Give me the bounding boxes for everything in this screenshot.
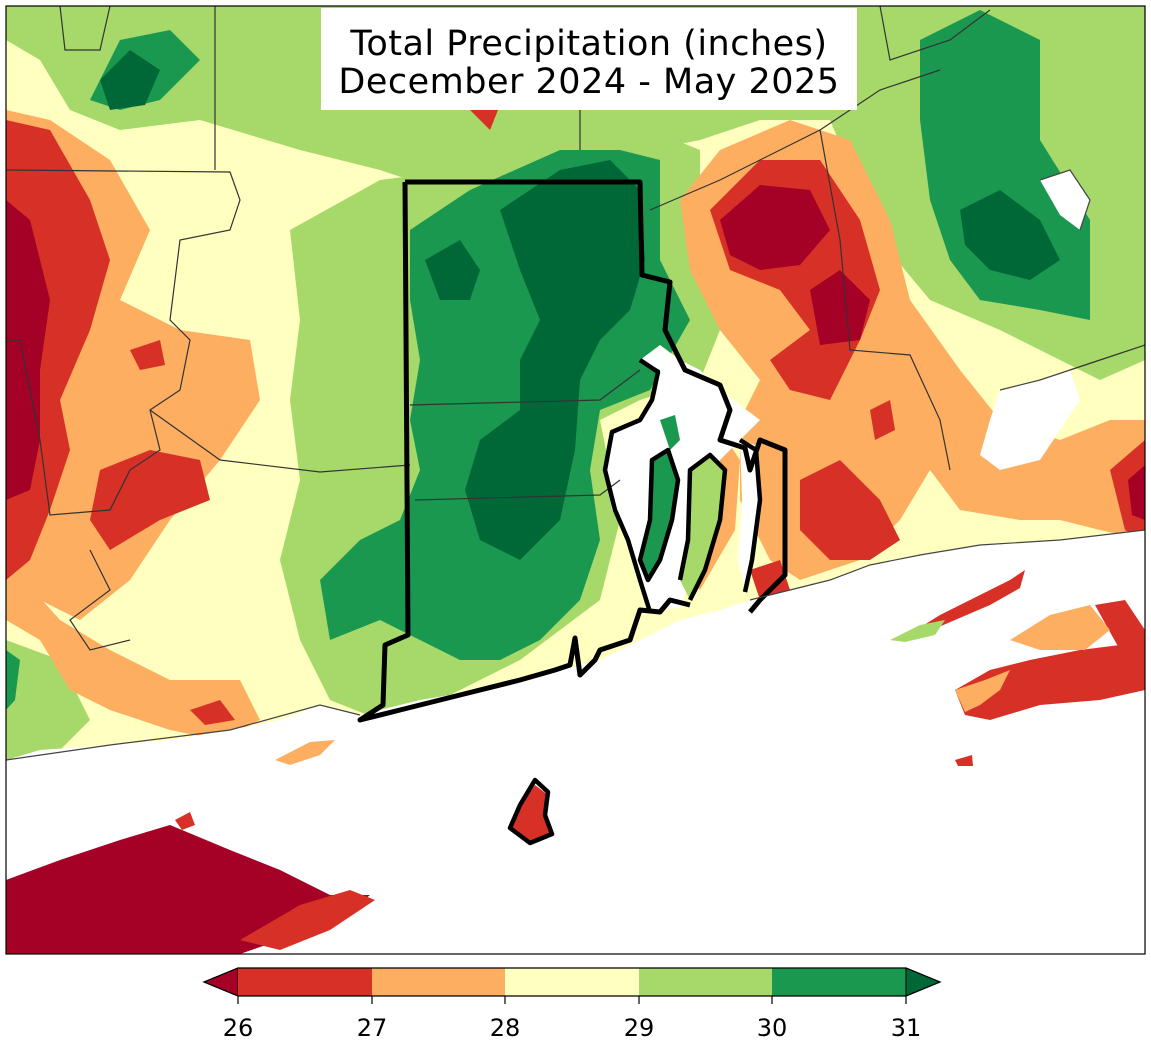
marthas-vineyard bbox=[955, 645, 1145, 720]
zone-above-31-ri-west bbox=[425, 240, 480, 300]
colorbar-bin-29-30 bbox=[639, 968, 772, 996]
colorbar-ticks bbox=[237, 996, 907, 1004]
colorbar-bin-30-31 bbox=[772, 968, 906, 996]
elizabeth-islands-green bbox=[890, 620, 945, 642]
map-title: Total Precipitation (inches) December 20… bbox=[321, 8, 857, 110]
zone-below-26-west bbox=[6, 200, 50, 500]
zone-26-27-se bbox=[870, 400, 895, 440]
zone-29-30-southwest bbox=[6, 640, 90, 760]
nantucket-orange bbox=[1010, 605, 1110, 650]
zone-26-27-ct bbox=[190, 700, 235, 725]
zone-above-31-nw bbox=[100, 50, 160, 110]
precipitation-map bbox=[5, 5, 1146, 955]
long-island-fork bbox=[240, 890, 375, 950]
nantucket-east bbox=[1095, 600, 1145, 660]
ma-coast bbox=[6, 169, 1145, 761]
county-lines bbox=[6, 6, 1145, 651]
narragansett-shoreline bbox=[602, 358, 763, 613]
zone-below-26-east-ma bbox=[720, 185, 830, 270]
colorbar-tick-label: 29 bbox=[624, 1014, 655, 1042]
zone-26-27-west-2 bbox=[90, 450, 210, 550]
title-line-1: Total Precipitation (inches) bbox=[350, 24, 828, 64]
fishers-island bbox=[275, 740, 335, 765]
colorbar-tick-label: 26 bbox=[223, 1014, 254, 1042]
conanicut-island bbox=[640, 450, 678, 580]
sakonnet-water bbox=[738, 440, 760, 590]
buzzards-bay bbox=[980, 370, 1080, 470]
colorbar-extend-low bbox=[202, 967, 239, 997]
zone-29-30-north bbox=[6, 6, 1145, 380]
map-frame bbox=[5, 5, 1146, 955]
colorbar-tick-label: 31 bbox=[891, 1014, 922, 1042]
zone-27-28-west-lower bbox=[6, 560, 260, 740]
colorbar-bin-26-27 bbox=[238, 968, 372, 996]
zone-26-27-north bbox=[470, 105, 500, 130]
prudence-island bbox=[660, 415, 680, 450]
nomans-land bbox=[955, 755, 973, 766]
colorbar-tick-label: 28 bbox=[490, 1014, 521, 1042]
colorbar-bin-27-28 bbox=[372, 968, 505, 996]
elizabeth-islands bbox=[900, 570, 1025, 640]
title-line-2: December 2024 - May 2025 bbox=[338, 62, 840, 102]
marthas-vineyard-orange bbox=[955, 670, 1010, 712]
zone-above-31-ri bbox=[465, 160, 645, 560]
zone-below-26-east-ma-2 bbox=[810, 270, 870, 345]
zone-26-27-ri-east bbox=[750, 560, 790, 600]
block-island-border bbox=[507, 777, 555, 846]
colorbar-bin-28-29 bbox=[505, 968, 639, 996]
zone-above-31-east-ma bbox=[960, 190, 1060, 280]
rhode-island-border bbox=[357, 179, 788, 723]
boston-harbor bbox=[1040, 170, 1090, 230]
colorbar-tick-label: 30 bbox=[757, 1014, 788, 1042]
zone-below-26-cape bbox=[1128, 465, 1145, 520]
block-island bbox=[510, 785, 552, 842]
zone-26-27-se-ma bbox=[800, 460, 900, 560]
gardiners-island bbox=[175, 812, 195, 830]
colorbar-tick-label: 27 bbox=[357, 1014, 388, 1042]
ocean-water bbox=[6, 530, 1145, 954]
colorbar-extend-high bbox=[905, 967, 942, 997]
zone-30-31-sw bbox=[6, 650, 20, 710]
colorbar: 26 27 28 29 30 31 bbox=[202, 967, 942, 1042]
zone-26-27-west-3 bbox=[130, 340, 165, 370]
